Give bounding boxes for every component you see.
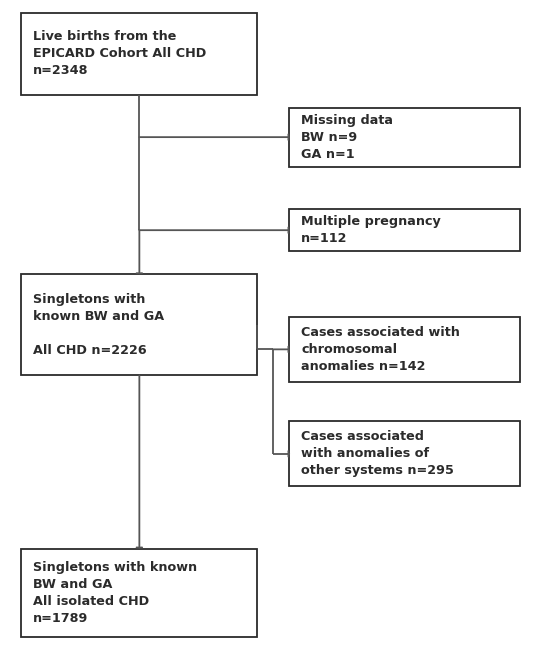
FancyBboxPatch shape [289, 421, 520, 486]
Text: Missing data
BW n=9
GA n=1: Missing data BW n=9 GA n=1 [301, 114, 393, 161]
Text: Multiple pregnancy
n=112: Multiple pregnancy n=112 [301, 215, 441, 245]
Text: Cases associated
with anomalies of
other systems n=295: Cases associated with anomalies of other… [301, 430, 454, 477]
FancyBboxPatch shape [289, 108, 520, 167]
Text: Live births from the
EPICARD Cohort All CHD
n=2348: Live births from the EPICARD Cohort All … [33, 31, 206, 77]
FancyBboxPatch shape [289, 317, 520, 382]
Text: Cases associated with
chromosomal
anomalies n=142: Cases associated with chromosomal anomal… [301, 326, 460, 373]
FancyBboxPatch shape [21, 13, 257, 95]
FancyBboxPatch shape [21, 274, 257, 375]
Text: Singletons with known
BW and GA
All isolated CHD
n=1789: Singletons with known BW and GA All isol… [33, 560, 197, 625]
FancyBboxPatch shape [289, 209, 520, 251]
FancyBboxPatch shape [21, 549, 257, 637]
Text: Singletons with
known BW and GA

All CHD n=2226: Singletons with known BW and GA All CHD … [33, 293, 165, 357]
